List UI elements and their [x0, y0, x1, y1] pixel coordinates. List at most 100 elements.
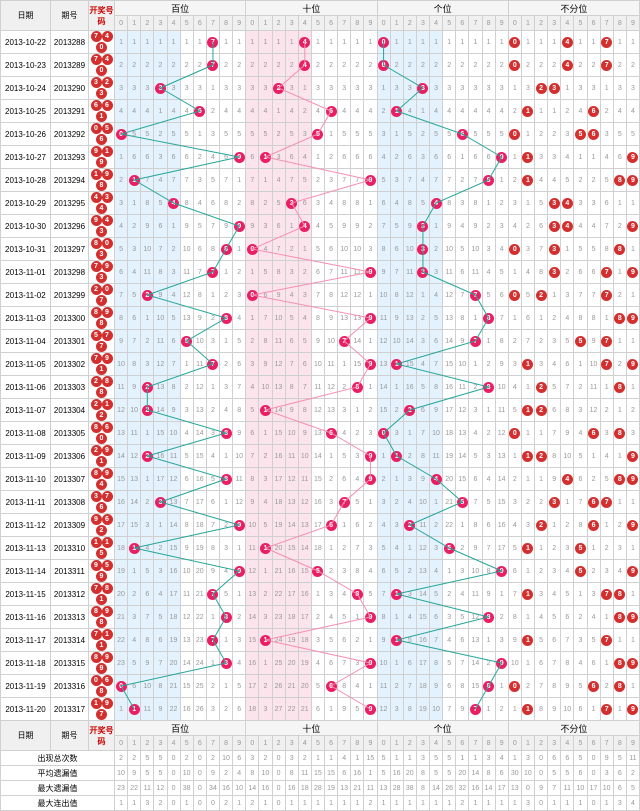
- cell-num: 7: [469, 491, 482, 514]
- table-row: 2013-11-09201330629114122161151541107216…: [1, 445, 640, 468]
- cell-num: 1: [220, 491, 233, 514]
- cell-num: 9: [364, 307, 377, 330]
- cell-num: 4: [206, 146, 219, 169]
- cell-num: 2: [141, 491, 154, 514]
- stat-cell: 16: [285, 781, 298, 796]
- cell-num: 9: [154, 698, 167, 721]
- cell-num: 2: [390, 146, 403, 169]
- cell-num: 7: [469, 698, 482, 721]
- cell-num: 3: [600, 422, 613, 445]
- cell-num: 21: [115, 606, 128, 629]
- stat-cell: 1: [482, 796, 495, 811]
- cell-num: 6: [587, 261, 600, 284]
- cell-num: 1: [390, 652, 403, 675]
- cell-num: 2: [482, 652, 495, 675]
- stat-cell: 28: [390, 781, 403, 796]
- cell-num: 3: [167, 77, 180, 100]
- cell-issue: 2013295: [51, 192, 89, 215]
- cell-num: 7: [600, 491, 613, 514]
- cell-issue: 2013310: [51, 537, 89, 560]
- cell-num: 1: [403, 537, 416, 560]
- cell-num: 18: [246, 698, 259, 721]
- cell-num: 2: [154, 537, 167, 560]
- cell-num: 12: [351, 284, 364, 307]
- cell-num: 2: [613, 514, 626, 537]
- cell-num: 9: [390, 307, 403, 330]
- cell-num: 8: [482, 606, 495, 629]
- cell-num: 1: [430, 31, 443, 54]
- cell-num: 11: [416, 514, 429, 537]
- cell-num: 2: [206, 399, 219, 422]
- stat-cell: 0: [167, 751, 180, 766]
- cell-num: 15: [154, 422, 167, 445]
- cell-num: 1: [521, 422, 534, 445]
- cell-num: 1: [430, 215, 443, 238]
- cell-num: 5: [430, 307, 443, 330]
- cell-num: 1: [351, 31, 364, 54]
- cell-num: 3: [220, 376, 233, 399]
- cell-num: 5: [233, 330, 246, 353]
- cell-num: 1: [626, 238, 639, 261]
- cell-num: 4: [233, 652, 246, 675]
- cell-num: 3: [141, 514, 154, 537]
- cell-num: 14: [311, 445, 324, 468]
- cell-num: 3: [482, 238, 495, 261]
- cell-num: 12: [416, 537, 429, 560]
- cell-code: 740: [89, 54, 115, 77]
- cell-num: 1: [626, 192, 639, 215]
- cell-num: 15: [403, 353, 416, 376]
- cell-num: 5: [285, 123, 298, 146]
- cell-num: 1: [613, 445, 626, 468]
- cell-num: 1: [574, 31, 587, 54]
- cell-date: 2013-10-22: [1, 31, 51, 54]
- cell-num: 7: [600, 261, 613, 284]
- cell-num: 7: [535, 675, 548, 698]
- ftr-digit: 6: [587, 736, 600, 751]
- cell-num: 13: [416, 560, 429, 583]
- cell-num: 10: [325, 330, 338, 353]
- cell-num: 1: [508, 261, 521, 284]
- cell-num: 1: [521, 123, 534, 146]
- cell-num: 2: [574, 606, 587, 629]
- cell-num: 2: [206, 675, 219, 698]
- cell-num: 3: [377, 123, 390, 146]
- cell-num: 6: [325, 238, 338, 261]
- cell-num: 17: [115, 514, 128, 537]
- cell-num: 10: [443, 238, 456, 261]
- cell-num: 2: [508, 100, 521, 123]
- cell-num: 2: [233, 261, 246, 284]
- stat-cell: 1: [325, 796, 338, 811]
- table-row: 2013-10-30201329694342961957999361445992…: [1, 215, 640, 238]
- cell-num: 1: [128, 192, 141, 215]
- cell-num: 16: [154, 445, 167, 468]
- ftr-digit: 0: [377, 736, 390, 751]
- cell-num: 1: [521, 698, 534, 721]
- table-row: 2013-11-11201330837616142313717611294181…: [1, 491, 640, 514]
- cell-num: 7: [600, 330, 613, 353]
- cell-date: 2013-10-28: [1, 169, 51, 192]
- hdr-digit: 1: [521, 16, 534, 31]
- ftr-digit: 0: [508, 736, 521, 751]
- stat-cell: 11: [626, 751, 639, 766]
- hdr-digit: 0: [508, 16, 521, 31]
- cell-num: 1: [206, 284, 219, 307]
- cell-num: 4: [141, 100, 154, 123]
- cell-num: 7: [469, 284, 482, 307]
- cell-date: 2013-11-15: [1, 583, 51, 606]
- cell-num: 16: [495, 514, 508, 537]
- table-row: 2013-11-13201331011518142159198311112015…: [1, 537, 640, 560]
- cell-num: 1: [613, 491, 626, 514]
- table-row: 2013-11-18201331589923597201424184161252…: [1, 652, 640, 675]
- cell-num: 4: [338, 422, 351, 445]
- cell-num: 12: [233, 491, 246, 514]
- cell-code: 791: [89, 353, 115, 376]
- cell-num: 13: [325, 399, 338, 422]
- cell-num: 13: [456, 422, 469, 445]
- cell-num: 2: [141, 54, 154, 77]
- cell-num: 11: [377, 675, 390, 698]
- cell-num: 8: [469, 192, 482, 215]
- cell-num: 1: [416, 284, 429, 307]
- cell-num: 2: [128, 583, 141, 606]
- stat-cell: 10: [259, 766, 272, 781]
- cell-num: 1: [613, 31, 626, 54]
